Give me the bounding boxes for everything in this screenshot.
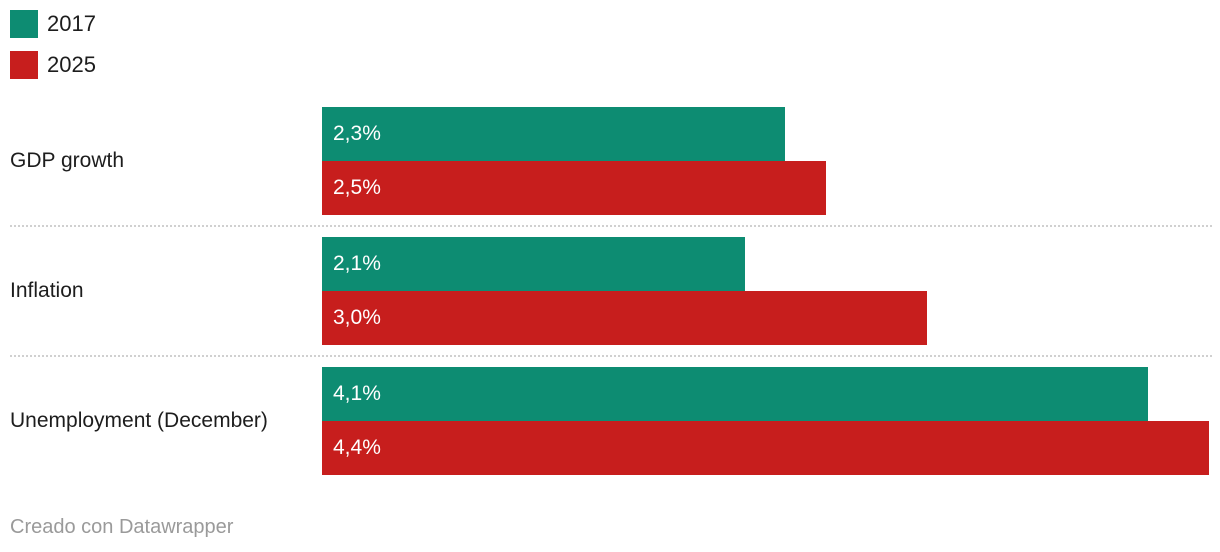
bar-group: 2,1% 3,0% [322, 237, 1220, 345]
bar-group: 4,1% 4,4% [322, 367, 1220, 475]
bar-group: 2,3% 2,5% [322, 107, 1220, 215]
legend-swatch-2017-icon [10, 10, 38, 38]
bar-value-label: 2,5% [333, 176, 381, 199]
plot-area: GDP growth 2,3% 2,5% Inflation 2,1% 3,0% Unemp… [0, 107, 1220, 475]
bar-value-label: 3,0% [333, 306, 381, 329]
legend-item-2017: 2017 [10, 10, 96, 38]
bar-value-label: 2,3% [333, 122, 381, 145]
bar-2017: 2,1% [322, 237, 745, 291]
bar-value-label: 4,1% [333, 382, 381, 405]
bar-2025: 3,0% [322, 291, 927, 345]
legend-label: 2017 [47, 11, 96, 36]
category-label: GDP growth [10, 149, 124, 172]
legend-label: 2025 [47, 52, 96, 77]
group-separator [10, 225, 1212, 227]
bar-2025: 2,5% [322, 161, 826, 215]
category-group: Inflation 2,1% 3,0% [0, 237, 1220, 345]
legend: 2017 2025 [10, 10, 96, 92]
bar-2017: 4,1% [322, 367, 1148, 421]
bar-value-label: 2,1% [333, 252, 381, 275]
legend-swatch-2025-icon [10, 51, 38, 79]
category-group: Unemployment (December) 4,1% 4,4% [0, 367, 1220, 475]
attribution-link[interactable]: Creado con Datawrapper [10, 516, 234, 538]
bar-2017: 2,3% [322, 107, 785, 161]
category-label: Inflation [10, 279, 84, 302]
category-label: Unemployment (December) [10, 409, 268, 432]
bar-value-label: 4,4% [333, 436, 381, 459]
group-separator [10, 355, 1212, 357]
category-group: GDP growth 2,3% 2,5% [0, 107, 1220, 215]
bar-2025: 4,4% [322, 421, 1209, 475]
legend-item-2025: 2025 [10, 51, 96, 79]
